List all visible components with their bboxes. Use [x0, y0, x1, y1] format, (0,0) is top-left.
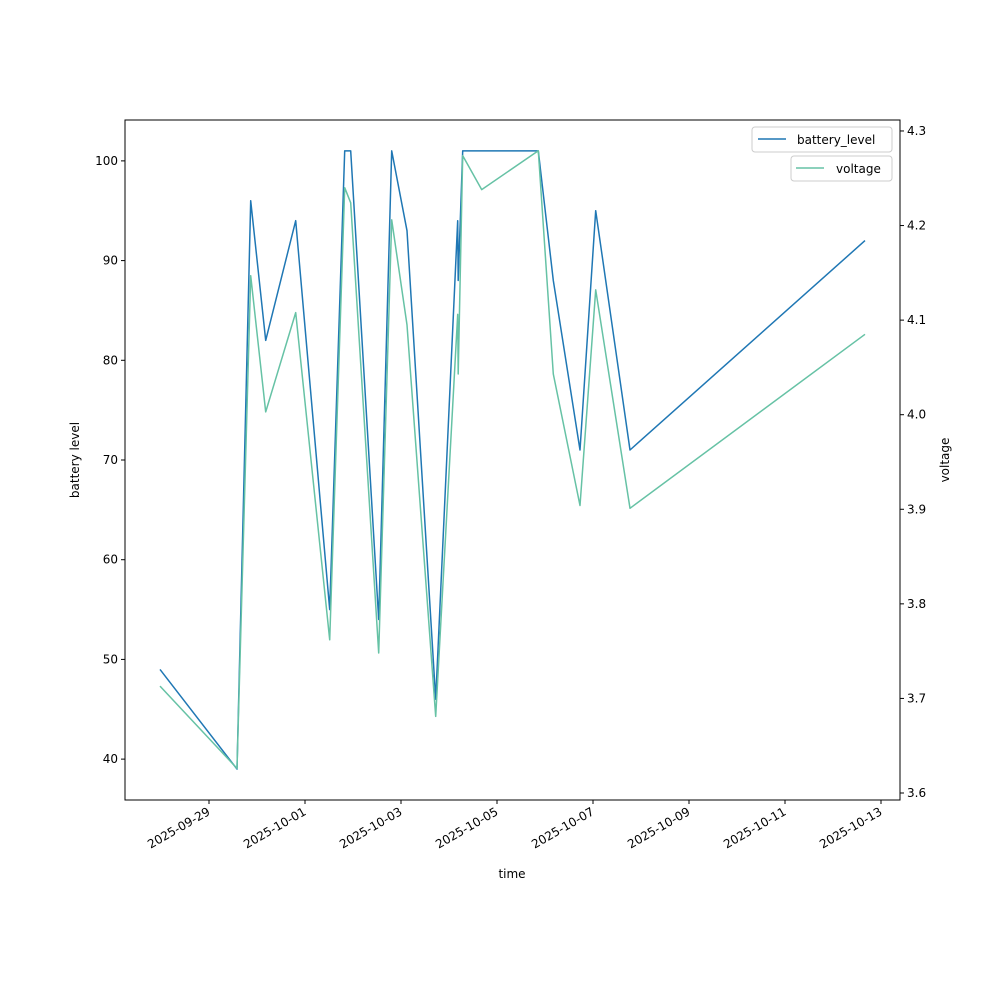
y-tick-label: 70	[103, 453, 118, 467]
y-tick-label: 100	[95, 154, 118, 168]
x-tick-label: 2025-10-01	[241, 804, 308, 851]
y-axis-label-left: battery level	[68, 422, 82, 498]
x-tick-label: 2025-10-11	[721, 804, 788, 851]
y-tick-label-right: 3.9	[907, 502, 926, 516]
legend-label-battery: battery_level	[797, 133, 875, 147]
x-tick-label: 2025-10-09	[625, 804, 692, 851]
y-tick-label: 60	[103, 553, 118, 567]
y-axis-right: 3.6 3.7 3.8 3.9 4.0 4.1 4.2 4.3	[900, 124, 926, 800]
legend-label-voltage: voltage	[836, 162, 881, 176]
legend-voltage: voltage	[790, 155, 893, 182]
series-lines	[159, 150, 866, 770]
series-line-battery-level	[159, 150, 866, 770]
y-tick-label: 80	[103, 353, 118, 367]
y-axis-label-right: voltage	[938, 438, 952, 483]
y-tick-label-right: 4.3	[907, 124, 926, 138]
y-tick-label: 50	[103, 652, 118, 666]
series-line-voltage	[159, 150, 866, 770]
x-tick-label: 2025-10-03	[337, 804, 404, 851]
legend-battery: battery_level	[751, 126, 893, 153]
y-tick-label-right: 3.8	[907, 597, 926, 611]
y-tick-label: 40	[103, 752, 118, 766]
x-tick-label: 2025-10-05	[433, 804, 500, 851]
y-tick-label-right: 4.2	[907, 219, 926, 233]
x-tick-label: 2025-10-13	[817, 804, 884, 851]
y-tick-label: 90	[103, 254, 118, 268]
y-tick-label-right: 4.1	[907, 313, 926, 327]
x-tick-label: 2025-10-07	[529, 804, 596, 851]
x-axis: 2025-09-29 2025-10-01 2025-10-03 2025-10-05…	[145, 800, 885, 851]
x-tick-label: 2025-09-29	[145, 804, 212, 851]
plot-background	[125, 120, 900, 800]
y-tick-label-right: 3.7	[907, 691, 926, 705]
y-tick-label-right: 4.0	[907, 408, 926, 422]
y-axis-left: 40 50 60 70 80 90 100	[95, 154, 125, 766]
x-axis-label: time	[498, 867, 525, 881]
y-tick-label-right: 3.6	[907, 786, 926, 800]
